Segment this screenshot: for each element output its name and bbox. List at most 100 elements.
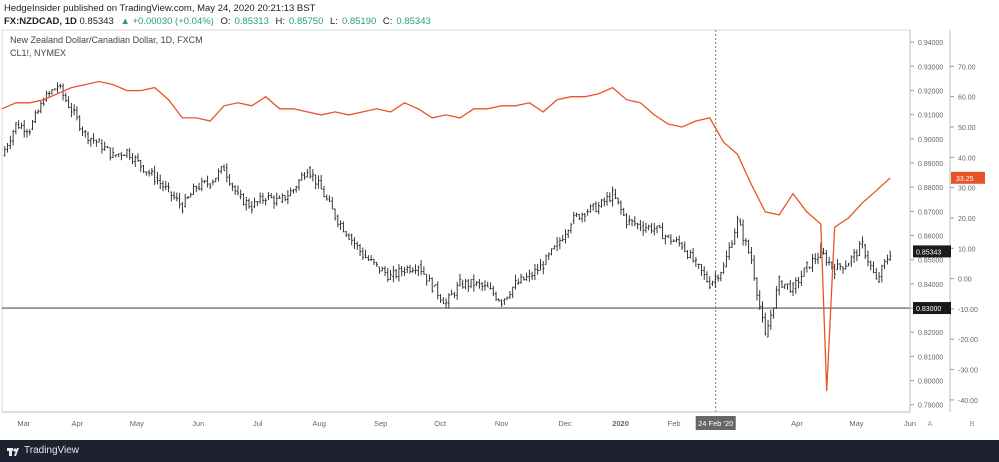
nzdcad-bar [455, 281, 459, 300]
price-tick-label: 0.82000 [918, 330, 943, 337]
nzdcad-bar [300, 171, 303, 181]
nzdcad-bar [331, 196, 334, 210]
nzdcad-bar [744, 238, 748, 246]
nzdcad-bar [442, 297, 445, 305]
footer-brand[interactable]: TradingView [24, 445, 80, 456]
nzdcad-bar [880, 264, 884, 283]
nzdcad-bar [3, 146, 6, 157]
nzdcad-bar [247, 198, 251, 209]
nzdcad-bar [67, 96, 70, 109]
nzdcad-bar [567, 229, 570, 238]
nzdcad-bar [666, 234, 670, 239]
nzdcad-bars [3, 82, 892, 338]
nzdcad-bar [378, 266, 381, 274]
nzdcad-bar [664, 234, 667, 245]
oil-tick-label: 30.00 [958, 186, 976, 193]
nzdcad-bar [206, 175, 209, 188]
nzdcad-bar [406, 265, 409, 274]
nzdcad-bar [741, 219, 745, 246]
nzdcad-bar [492, 285, 495, 297]
nzdcad-bar [350, 233, 353, 246]
nzdcad-bar [339, 220, 342, 231]
nzdcad-bar [281, 193, 284, 204]
nzdcad-bar [153, 165, 156, 186]
nzdcad-bar [572, 211, 575, 225]
oil-tick-label: -30.00 [958, 368, 978, 375]
nzdcad-bar [289, 187, 292, 197]
nzdcad-bar [453, 291, 456, 299]
nzdcad-bar [72, 104, 76, 116]
price-axes[interactable]: 0.94000 0.93000 0.92000 0.91000 0.90000 0.890… [909, 30, 985, 412]
nzdcad-bar [750, 247, 753, 265]
nzdcad-bar [136, 153, 140, 163]
nzdcad-bar [786, 283, 789, 290]
nzdcad-bar [594, 201, 598, 213]
nzdcad-bar [569, 222, 573, 234]
nzdcad-bar [306, 168, 309, 178]
tradingview-logo-icon[interactable] [6, 444, 20, 458]
nzdcad-bar [703, 266, 706, 280]
nzdcad-bar [408, 264, 412, 274]
nzdcad-bar [103, 141, 106, 151]
nzdcad-bar [486, 281, 489, 288]
nzdcad-bar [444, 298, 448, 308]
axis-scale-button[interactable]: A [927, 419, 932, 428]
axis-scale-button[interactable]: B [969, 419, 974, 428]
nzdcad-bar [494, 291, 498, 301]
nzdcad-bar [231, 182, 234, 192]
nzdcad-bar [142, 164, 145, 173]
nzdcad-bar [186, 196, 190, 200]
close-label: C: [382, 16, 393, 27]
nzdcad-bar [714, 271, 717, 288]
nzdcad-bar [383, 265, 387, 277]
nzdcad-bar [658, 224, 662, 229]
price-chart[interactable]: New Zealand Dollar/Canadian Dollar, 1D, … [0, 0, 999, 440]
nzdcad-bar [14, 122, 18, 135]
nzdcad-bar [722, 262, 725, 274]
nzdcad-bar [539, 259, 542, 271]
nzdcad-bar [267, 192, 270, 201]
low-label: L: [330, 16, 338, 27]
nzdcad-bar [89, 137, 93, 147]
nzdcad-bar [553, 245, 556, 250]
nzdcad-bar [39, 101, 43, 114]
nzdcad-bar [283, 195, 287, 202]
nzdcad-bar [53, 88, 56, 91]
nzdcad-bar [758, 290, 761, 310]
nzdcad-bar [292, 188, 295, 194]
nzdcad-bar [564, 229, 567, 244]
price-tick-label: 0.86000 [918, 234, 943, 241]
nzdcad-bar [394, 268, 398, 279]
nzdcad-bar [869, 260, 872, 271]
nzdcad-bar [319, 174, 323, 190]
nzdcad-bar [422, 266, 426, 275]
nzdcad-bar [225, 163, 229, 183]
time-axis[interactable]: Mar Apr May Jun Jul Aug Sep Oct Nov Dec 2020 Feb 24 … [2, 411, 975, 430]
symbol-label[interactable]: FX:NZDCAD, 1D [4, 16, 77, 27]
nzdcad-bar [644, 222, 648, 233]
oil-tick-label: -20.00 [958, 337, 978, 344]
nzdcad-bar [844, 260, 847, 270]
time-tick-label: Feb [668, 419, 681, 428]
nzdcad-bar [619, 200, 623, 215]
nzdcad-bar [425, 273, 428, 286]
nzdcad-bar [336, 214, 340, 228]
nzdcad-bar [461, 279, 464, 289]
nzdcad-bar [272, 195, 276, 209]
price-tick-label: 0.79000 [918, 403, 943, 410]
nzdcad-bar [877, 271, 881, 284]
nzdcad-bar [311, 169, 315, 182]
nzdcad-bar [764, 312, 767, 336]
nzdcad-bar [883, 259, 886, 270]
nzdcad-bar [780, 280, 784, 288]
plot-border [1, 29, 911, 413]
nzdcad-bar [95, 139, 98, 147]
nzdcad-bar [480, 282, 484, 292]
nzdcad-bar [31, 119, 34, 131]
nzdcad-bar [92, 133, 95, 144]
nzdcad-bar [208, 183, 212, 190]
nzdcad-bar [591, 203, 595, 211]
oil-tick-label: 10.00 [958, 246, 976, 253]
crude-oil-line [1, 80, 891, 391]
nzdcad-bar [6, 142, 9, 153]
